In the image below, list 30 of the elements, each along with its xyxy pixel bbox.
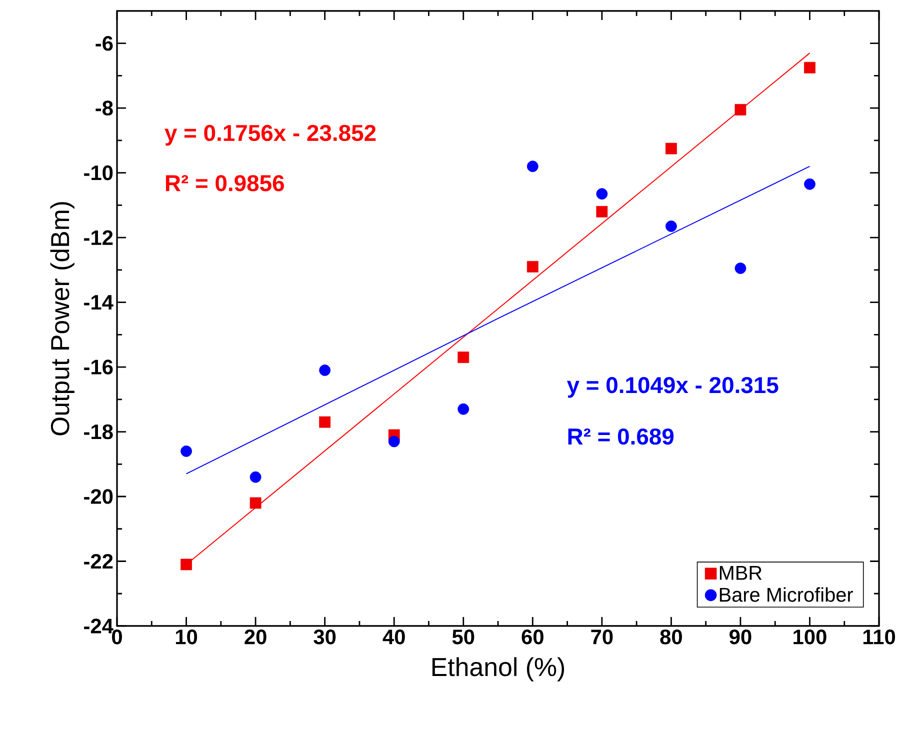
x-tick-label: 0 (112, 630, 122, 644)
annotation: y = 0.1756x - 23.852 (164, 124, 376, 146)
legend-label: Bare Microfiber (720, 587, 853, 602)
x-tick-label: 40 (382, 630, 405, 644)
y-tick-label: -10 (84, 165, 113, 180)
legend-label: MBR (720, 566, 762, 580)
x-tick-label: 50 (452, 630, 474, 644)
annotation: R² = 0.9856 (166, 175, 284, 192)
y-tick-label: -24 (84, 618, 114, 634)
x-tick-label: 30 (314, 630, 336, 644)
x-tick-label: 70 (591, 630, 613, 644)
annotation: R² = 0.689 (568, 428, 674, 445)
x-axis-title: Ethanol (%) (432, 657, 564, 682)
y-tick-label: -8 (96, 100, 113, 116)
y-tick-label: -12 (84, 230, 113, 245)
x-tick-label: 20 (244, 630, 266, 644)
annotation: y = 0.1049x - 20.315 (566, 376, 778, 398)
y-tick-label: -22 (84, 554, 113, 569)
x-tick-label: 80 (660, 630, 682, 644)
y-tick-label: -6 (96, 36, 113, 51)
y-tick-label: -14 (84, 295, 114, 310)
y-tick-label: -16 (84, 360, 113, 374)
x-tick-label: 60 (522, 630, 544, 644)
x-tick-label: 100 (794, 630, 826, 644)
y-tick-label: -20 (84, 489, 113, 504)
y-axis-title: Output Power (dBm) (50, 202, 74, 436)
x-tick-label: 110 (863, 630, 896, 644)
x-tick-label: 90 (730, 630, 752, 644)
y-tick-label: -18 (84, 424, 113, 440)
x-tick-label: 10 (176, 630, 198, 644)
